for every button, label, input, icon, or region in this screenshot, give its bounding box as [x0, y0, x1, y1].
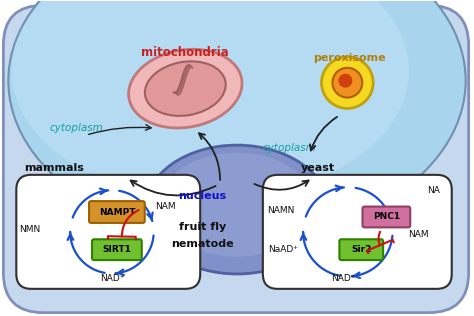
Ellipse shape [145, 145, 329, 274]
FancyBboxPatch shape [16, 175, 200, 289]
FancyBboxPatch shape [363, 207, 410, 228]
Ellipse shape [145, 61, 226, 116]
Circle shape [332, 68, 362, 98]
Text: cytoplasm: cytoplasm [49, 123, 103, 133]
Text: Sir2: Sir2 [351, 245, 372, 254]
Text: NAM: NAM [408, 230, 428, 239]
FancyBboxPatch shape [89, 201, 145, 223]
Ellipse shape [128, 49, 242, 128]
Text: NAD⁺: NAD⁺ [100, 274, 124, 283]
Text: fruit fly: fruit fly [179, 222, 226, 232]
FancyBboxPatch shape [3, 5, 469, 313]
Circle shape [321, 57, 373, 108]
Text: cytoplasm: cytoplasm [263, 143, 317, 153]
Text: SIRT1: SIRT1 [102, 245, 131, 254]
Text: NAMN: NAMN [267, 205, 294, 215]
Text: NAD⁺: NAD⁺ [331, 274, 355, 283]
FancyBboxPatch shape [263, 175, 452, 289]
Text: NAM: NAM [155, 202, 176, 211]
Text: mammals: mammals [24, 163, 84, 173]
Text: yeast: yeast [301, 163, 335, 173]
Text: PNC1: PNC1 [373, 212, 400, 222]
Text: NMN: NMN [19, 225, 41, 234]
Text: NA: NA [428, 186, 440, 195]
Text: NAMPT: NAMPT [99, 208, 135, 216]
Ellipse shape [160, 153, 314, 257]
Text: mitochondria: mitochondria [141, 46, 229, 59]
FancyBboxPatch shape [339, 239, 383, 260]
Text: peroxisome: peroxisome [313, 53, 386, 63]
FancyBboxPatch shape [92, 239, 142, 260]
Text: nucleus: nucleus [178, 191, 226, 201]
Text: nematode: nematode [171, 239, 234, 249]
Circle shape [338, 74, 352, 88]
Text: NaAD⁺: NaAD⁺ [268, 245, 298, 254]
Ellipse shape [9, 0, 465, 239]
Ellipse shape [11, 0, 409, 200]
